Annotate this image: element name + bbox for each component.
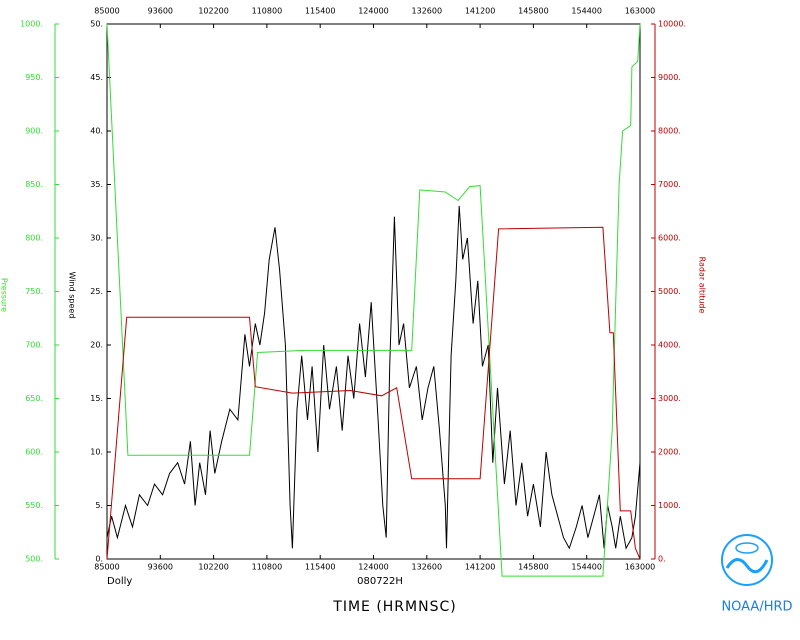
- y3-tick-label: 900.: [25, 127, 43, 136]
- y3-tick-label: 600.: [25, 448, 43, 457]
- x-tick-label: 115400: [305, 563, 336, 572]
- series-line: [106, 23, 641, 577]
- y2-tick-label: 8000.: [658, 127, 681, 136]
- y3-tick-label: 850.: [25, 180, 43, 189]
- y2-tick-label: 9000.: [658, 73, 681, 82]
- x-tick-label: 93600: [148, 563, 173, 572]
- y-tick-label: 30.: [90, 234, 103, 243]
- x-tick-label: 102200: [198, 563, 229, 572]
- x-tick-label: 110800: [252, 563, 283, 572]
- y-tick-label: 50.: [90, 20, 103, 29]
- x-tick-label-top: 154400: [571, 7, 602, 16]
- y3-axis-title: Pressure: [0, 278, 9, 312]
- y2-axis-title: Radar altitude: [698, 257, 707, 314]
- y2-tick-label: 1000.: [658, 501, 681, 510]
- y-tick-label: 0.: [95, 555, 103, 564]
- y3-tick-label: 650.: [25, 394, 43, 403]
- y3-tick-label: 1000.: [20, 20, 43, 29]
- y-tick-label: 15.: [90, 394, 103, 403]
- y3-tick-label: 950.: [25, 73, 43, 82]
- noaa-logo: [721, 534, 773, 586]
- storm-name: Dolly: [107, 576, 132, 587]
- y2-tick-label: 0.: [658, 555, 666, 564]
- y3-tick-label: 700.: [25, 341, 43, 350]
- x-tick-label-top: 102200: [198, 7, 229, 16]
- y-tick-label: 20.: [90, 341, 103, 350]
- x-tick-label-top: 110800: [252, 7, 283, 16]
- y2-tick-label: 10000.: [658, 20, 686, 29]
- x-tick-label: 145800: [518, 563, 549, 572]
- y3-tick-label: 800.: [25, 234, 43, 243]
- plot-frame: [106, 23, 641, 560]
- series-line: [106, 205, 641, 550]
- x-tick-label-top: 132600: [412, 7, 443, 16]
- x-tick-label-top: 163000: [625, 7, 656, 16]
- x-tick-label-top: 115400: [305, 7, 336, 16]
- y3-tick-label: 750.: [25, 287, 43, 296]
- y-tick-label: 10.: [90, 448, 103, 457]
- y-axis-title: Wind speed: [68, 272, 77, 319]
- y2-tick-label: 3000.: [658, 394, 681, 403]
- x-tick-label-top: 93600: [148, 7, 173, 16]
- x-tick-label: 132600: [412, 563, 443, 572]
- x-tick-label: 124000: [358, 563, 389, 572]
- credit: NOAA/HRD: [721, 600, 792, 615]
- y2-tick-label: 7000.: [658, 180, 681, 189]
- y-tick-label: 5.: [95, 501, 103, 510]
- y2-tick-label: 4000.: [658, 341, 681, 350]
- x-tick-label: 141200: [465, 563, 496, 572]
- y-tick-label: 35.: [90, 180, 103, 189]
- y3-tick-label: 550.: [25, 501, 43, 510]
- y2-tick-label: 5000.: [658, 287, 681, 296]
- x-tick-label-top: 124000: [358, 7, 389, 16]
- y-tick-label: 45.: [90, 73, 103, 82]
- y3-tick-label: 500.: [25, 555, 43, 564]
- x-axis-title: TIME (HRMNSC): [332, 599, 456, 615]
- y-tick-label: 40.: [90, 127, 103, 136]
- y2-tick-label: 6000.: [658, 234, 681, 243]
- flight-id: 080722H: [357, 576, 403, 587]
- x-tick-label-top: 85000: [94, 7, 119, 16]
- x-tick-label: 163000: [625, 563, 656, 572]
- y-tick-label: 25.: [90, 287, 103, 296]
- x-tick-label: 154400: [571, 563, 602, 572]
- x-tick-label-top: 145800: [518, 7, 549, 16]
- x-tick-label-top: 141200: [465, 7, 496, 16]
- x-tick-label: 85000: [94, 563, 119, 572]
- series-line: [106, 226, 641, 560]
- y2-tick-label: 2000.: [658, 448, 681, 457]
